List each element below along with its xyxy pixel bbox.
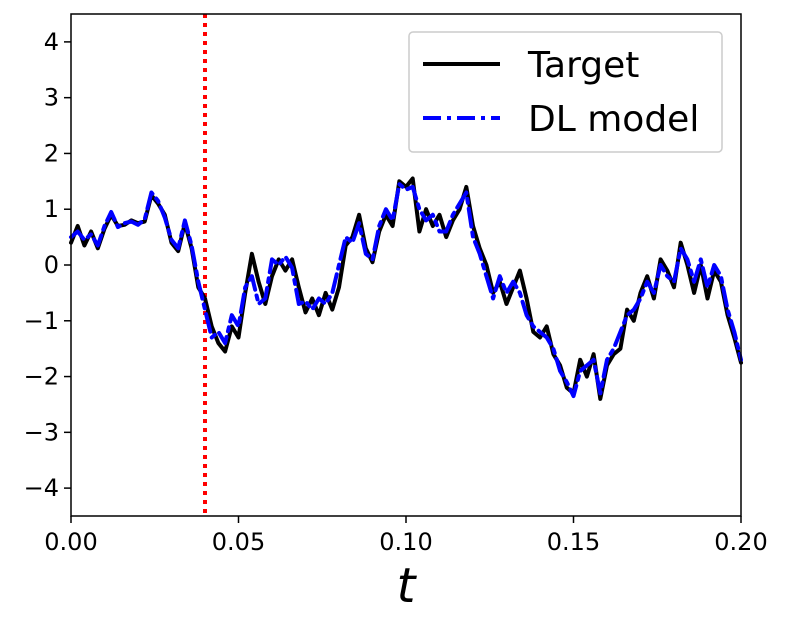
y-tick-label: 4 bbox=[44, 28, 59, 56]
series-line-1 bbox=[69, 182, 743, 399]
x-tick-label: 0.05 bbox=[212, 528, 265, 556]
y-tick-label: 2 bbox=[44, 139, 59, 167]
y-tick-label: −4 bbox=[24, 474, 59, 502]
series-line-0 bbox=[69, 176, 743, 401]
legend-label-dl-model: DL model bbox=[528, 99, 699, 140]
ticks-layer: 0.00 0.05 0.10 0.15 0.20 4 3 2 1 0 −1 −2 −3 −4 bbox=[24, 28, 768, 556]
y-tick-label: −1 bbox=[24, 307, 59, 335]
y-tick-label: 0 bbox=[44, 251, 59, 279]
legend-label-target: Target bbox=[527, 45, 639, 86]
x-tick-label: 0.10 bbox=[379, 528, 432, 556]
x-axis-label: t bbox=[397, 558, 418, 614]
y-tick-label: −3 bbox=[24, 418, 59, 446]
y-tick-label: −2 bbox=[24, 363, 59, 391]
y-tick-label: 3 bbox=[44, 84, 59, 112]
x-tick-label: 0.15 bbox=[547, 528, 600, 556]
x-tick-label: 0.00 bbox=[44, 528, 97, 556]
x-tick-label: 0.20 bbox=[714, 528, 767, 556]
series-layer bbox=[69, 176, 743, 401]
legend: Target DL model bbox=[408, 31, 723, 153]
y-tick-label: 1 bbox=[44, 195, 59, 223]
